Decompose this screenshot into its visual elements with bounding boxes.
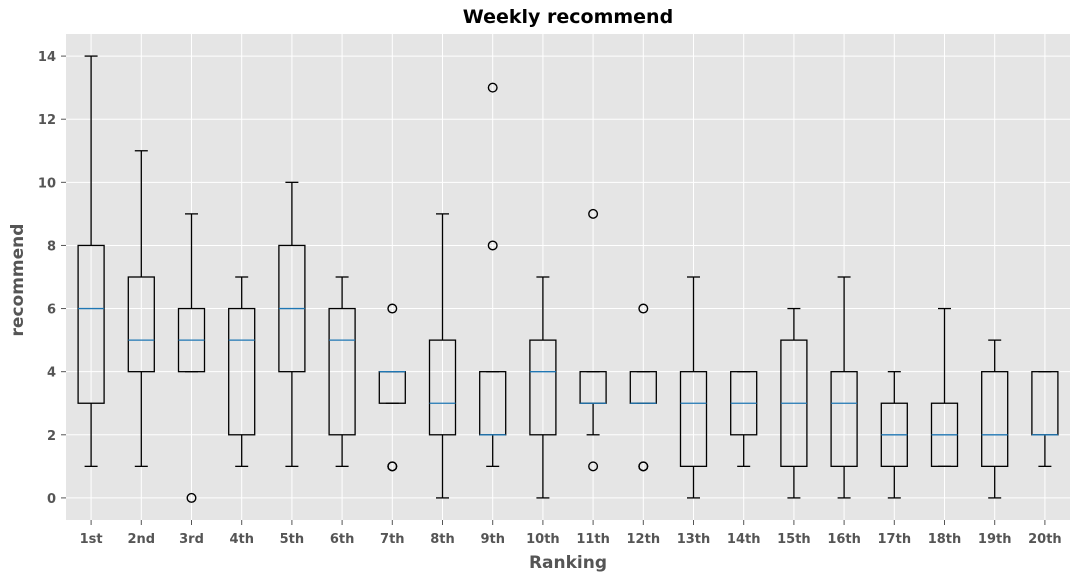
box-19th (981, 339, 1009, 499)
y-tick-label: 4 (47, 366, 56, 381)
x-tick-label: 10th (526, 532, 560, 547)
x-tick-label: 16th (827, 532, 861, 547)
box-iqr (529, 339, 557, 436)
chart-title: Weekly recommend (463, 6, 673, 28)
box-iqr (679, 371, 708, 468)
x-tick-label: 17th (878, 532, 912, 547)
box-2nd (127, 150, 155, 468)
x-tick-label: 14th (727, 532, 761, 547)
y-axis-ticks: 0 2 4 6 8 10 12 14 (38, 50, 66, 507)
x-tick-label: 9th (480, 532, 505, 547)
box-iqr (428, 339, 457, 436)
outlier-point (487, 82, 498, 93)
outlier-point (638, 303, 649, 314)
x-tick-label: 6th (330, 532, 355, 547)
x-tick-label: 7th (380, 532, 405, 547)
x-tick-label: 19th (978, 532, 1012, 547)
x-tick-label: 1st (80, 532, 103, 547)
x-tick-label: 5th (280, 532, 305, 547)
box-11th (579, 208, 607, 472)
x-axis-ticks: 1st 2nd 3rd 4th 5th 6th 7th 8th 9th 10th 11th 12th 1… (80, 520, 1062, 547)
x-tick-label: 13th (677, 532, 711, 547)
outlier-point (588, 208, 599, 219)
y-tick-label: 12 (38, 113, 56, 128)
y-tick-label: 14 (38, 50, 56, 65)
box-1st (77, 55, 105, 468)
y-tick-label: 0 (47, 492, 56, 507)
box-16th (830, 276, 858, 499)
box-iqr (328, 307, 356, 436)
box-5th (278, 181, 306, 468)
y-tick-label: 8 (47, 239, 56, 254)
box-4th (228, 276, 256, 468)
outlier-point (638, 461, 649, 472)
y-tick-label: 10 (38, 176, 56, 191)
x-axis-label: Ranking (529, 553, 607, 573)
x-tick-label: 20th (1028, 532, 1062, 547)
box-8th (428, 213, 457, 499)
x-tick-label: 18th (928, 532, 962, 547)
box-14th (730, 371, 758, 468)
boxes (77, 55, 1059, 503)
y-tick-label: 2 (47, 429, 56, 444)
box-3rd (177, 213, 206, 503)
x-tick-label: 3rd (179, 532, 204, 547)
box-12th (629, 303, 657, 472)
x-tick-label: 8th (430, 532, 455, 547)
outlier-point (588, 461, 599, 472)
box-13th (679, 276, 708, 499)
box-17th (880, 371, 908, 499)
plot-area (66, 34, 1070, 520)
box-15th (780, 307, 808, 499)
box-6th (328, 276, 356, 468)
x-tick-label: 4th (229, 532, 254, 547)
box-18th (930, 307, 959, 468)
box-iqr (77, 244, 105, 404)
outlier-point (487, 240, 498, 251)
box-iqr (830, 371, 858, 468)
x-tick-label: 11th (576, 532, 610, 547)
x-tick-label: 15th (777, 532, 811, 547)
box-iqr (228, 307, 256, 436)
box-9th (479, 82, 507, 468)
box-iqr (981, 371, 1009, 468)
box-20th (1031, 371, 1059, 468)
outlier-point (387, 303, 398, 314)
x-tick-label: 12th (627, 532, 661, 547)
box-10th (529, 276, 557, 499)
outlier-point (387, 461, 398, 472)
box-iqr (127, 276, 155, 373)
y-tick-label: 6 (47, 303, 56, 318)
outlier-point (186, 492, 197, 503)
x-tick-label: 2nd (127, 532, 155, 547)
box-7th (378, 303, 406, 472)
y-axis-label: recommend (8, 224, 28, 337)
